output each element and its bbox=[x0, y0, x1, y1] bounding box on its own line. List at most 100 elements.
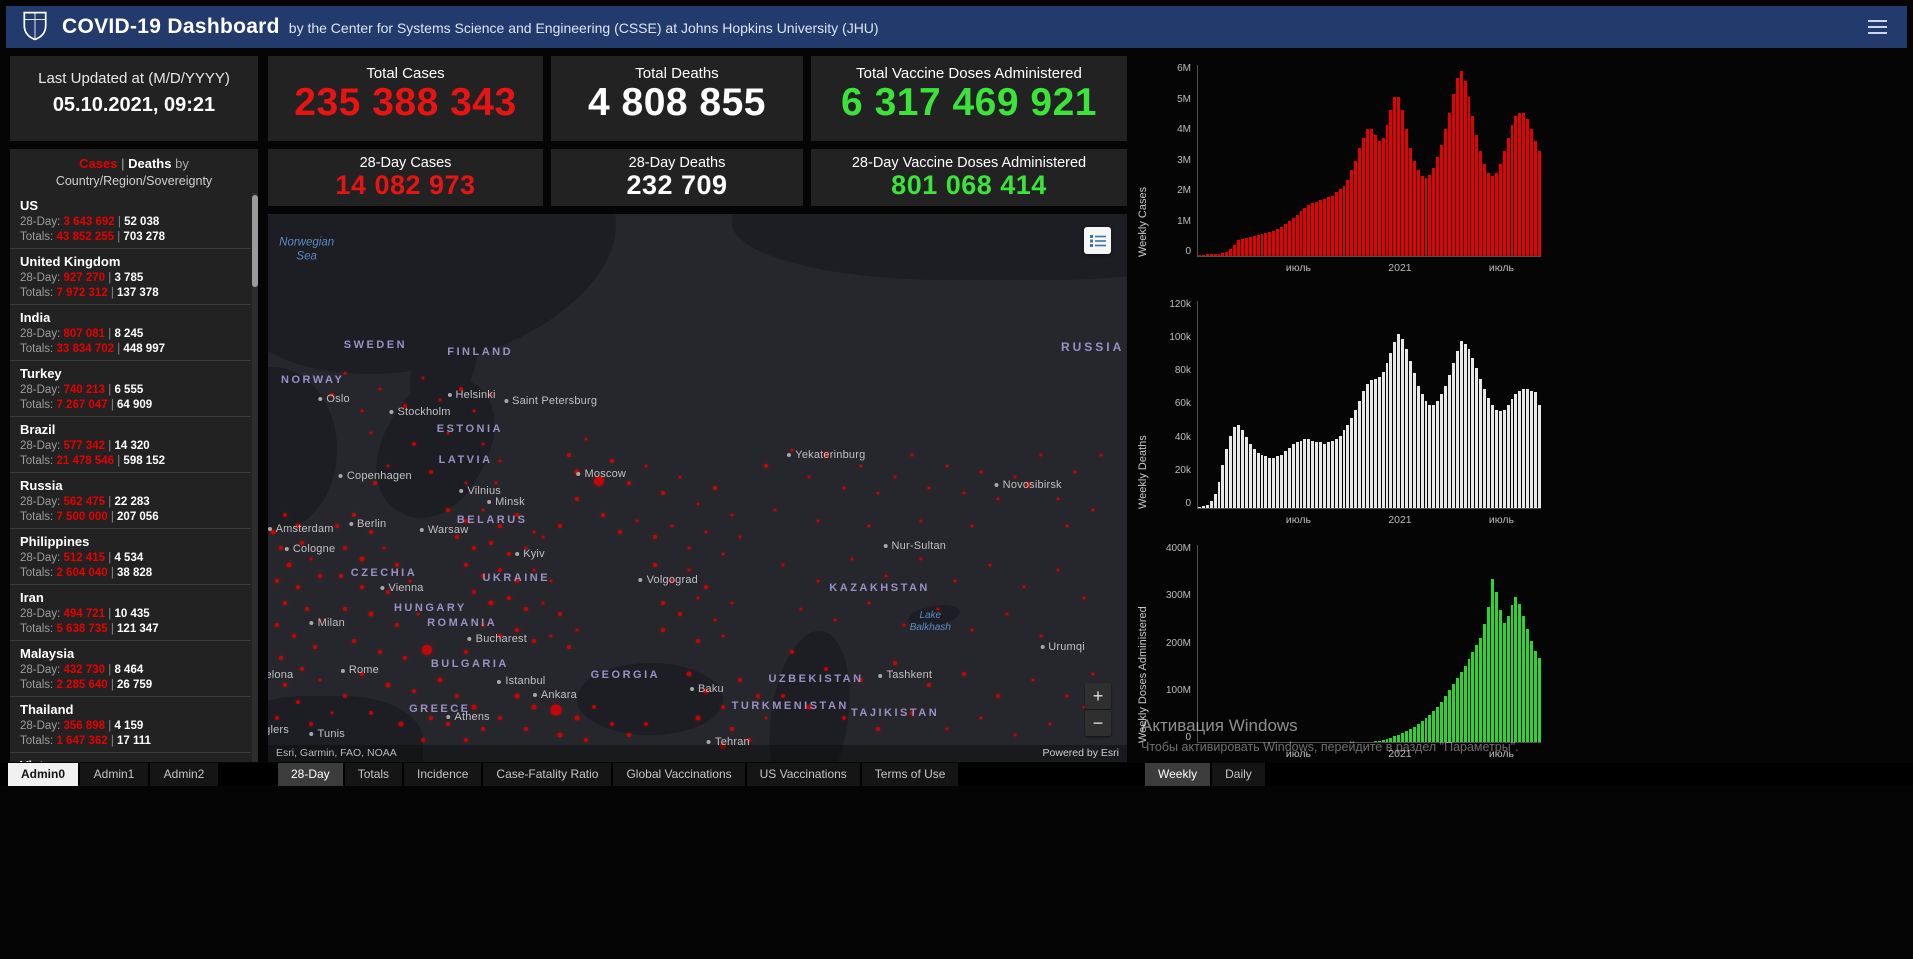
case-marker[interactable] bbox=[377, 650, 382, 655]
case-marker[interactable] bbox=[446, 431, 450, 435]
case-marker[interactable] bbox=[609, 458, 614, 463]
case-marker[interactable] bbox=[296, 584, 301, 589]
case-marker[interactable] bbox=[609, 721, 614, 726]
case-marker[interactable] bbox=[842, 486, 846, 490]
case-marker[interactable] bbox=[996, 497, 1000, 501]
case-marker[interactable] bbox=[970, 524, 974, 528]
case-marker[interactable] bbox=[481, 508, 485, 512]
powered-by-esri[interactable]: Powered by Esri bbox=[1042, 747, 1119, 759]
case-marker[interactable] bbox=[385, 682, 391, 688]
case-marker[interactable] bbox=[910, 453, 914, 457]
case-marker[interactable] bbox=[274, 579, 279, 584]
case-marker[interactable] bbox=[403, 655, 408, 660]
case-marker[interactable] bbox=[330, 392, 335, 397]
case-marker[interactable] bbox=[454, 535, 459, 540]
case-marker[interactable] bbox=[464, 481, 468, 485]
case-marker[interactable] bbox=[979, 716, 983, 720]
case-marker[interactable] bbox=[463, 738, 468, 743]
case-marker[interactable] bbox=[514, 693, 520, 699]
case-marker[interactable] bbox=[274, 716, 279, 721]
case-marker[interactable] bbox=[304, 606, 309, 611]
case-marker[interactable] bbox=[1056, 497, 1060, 501]
case-marker[interactable] bbox=[343, 606, 348, 611]
case-marker[interactable] bbox=[291, 633, 296, 638]
case-marker[interactable] bbox=[1039, 634, 1043, 638]
tab-totals[interactable]: Totals bbox=[344, 763, 403, 786]
case-marker[interactable] bbox=[1091, 508, 1095, 512]
case-marker[interactable] bbox=[480, 573, 485, 578]
case-marker[interactable] bbox=[902, 623, 906, 627]
case-marker[interactable] bbox=[755, 694, 760, 699]
case-marker[interactable] bbox=[523, 727, 528, 732]
case-marker[interactable] bbox=[488, 600, 494, 606]
case-marker[interactable] bbox=[721, 705, 726, 710]
menu-icon[interactable] bbox=[1864, 16, 1891, 38]
case-marker[interactable] bbox=[979, 470, 983, 474]
case-marker[interactable] bbox=[867, 524, 871, 528]
case-marker[interactable] bbox=[549, 579, 553, 583]
case-marker[interactable] bbox=[497, 633, 502, 638]
tab-weekly[interactable]: Weekly bbox=[1145, 763, 1211, 786]
case-marker[interactable] bbox=[747, 738, 752, 743]
case-marker[interactable] bbox=[382, 546, 386, 550]
case-marker[interactable] bbox=[729, 727, 734, 732]
case-marker[interactable] bbox=[550, 704, 562, 716]
case-marker[interactable] bbox=[408, 579, 412, 583]
case-marker[interactable] bbox=[884, 574, 888, 578]
case-marker[interactable] bbox=[575, 628, 579, 632]
case-marker[interactable] bbox=[936, 607, 940, 611]
case-marker[interactable] bbox=[574, 469, 580, 475]
case-marker[interactable] bbox=[790, 448, 794, 452]
case-marker[interactable] bbox=[696, 502, 699, 506]
chart-plot[interactable] bbox=[1197, 301, 1541, 509]
case-marker[interactable] bbox=[712, 486, 717, 490]
case-marker[interactable] bbox=[360, 584, 365, 589]
case-marker[interactable] bbox=[566, 644, 571, 649]
case-marker[interactable] bbox=[858, 677, 863, 682]
case-marker[interactable] bbox=[386, 590, 391, 595]
case-marker[interactable] bbox=[360, 672, 365, 677]
case-marker[interactable] bbox=[472, 409, 476, 413]
case-marker[interactable] bbox=[339, 573, 343, 578]
case-marker[interactable] bbox=[720, 742, 727, 749]
case-marker[interactable] bbox=[558, 524, 563, 529]
case-marker[interactable] bbox=[515, 628, 520, 633]
tab-us-vaccinations[interactable]: US Vaccinations bbox=[746, 763, 860, 786]
case-marker[interactable] bbox=[661, 491, 666, 496]
scrollbar-thumb[interactable] bbox=[252, 195, 258, 287]
case-marker[interactable] bbox=[412, 688, 417, 693]
case-marker[interactable] bbox=[274, 623, 279, 627]
case-marker[interactable] bbox=[498, 459, 502, 463]
case-marker[interactable] bbox=[927, 486, 931, 490]
case-marker[interactable] bbox=[412, 442, 417, 447]
case-marker[interactable] bbox=[373, 480, 378, 485]
case-marker[interactable] bbox=[773, 508, 777, 512]
case-marker[interactable] bbox=[360, 409, 364, 413]
case-marker[interactable] bbox=[429, 469, 434, 474]
tab-28-day[interactable]: 28-Day bbox=[278, 763, 343, 786]
case-marker[interactable] bbox=[893, 475, 897, 479]
case-marker[interactable] bbox=[283, 601, 288, 606]
tab-case-fatality-ratio[interactable]: Case-Fatality Ratio bbox=[483, 763, 612, 786]
case-marker[interactable] bbox=[799, 607, 803, 611]
case-marker[interactable] bbox=[318, 678, 322, 682]
case-marker[interactable] bbox=[398, 721, 404, 727]
tab-incidence[interactable]: Incidence bbox=[404, 763, 482, 786]
case-marker[interactable] bbox=[472, 590, 477, 595]
case-marker[interactable] bbox=[1039, 453, 1043, 457]
case-marker[interactable] bbox=[369, 710, 374, 715]
case-marker[interactable] bbox=[394, 623, 399, 627]
country-list-item[interactable]: Vietnam28-Day: 284 271 | 6 641Totals: | bbox=[10, 753, 251, 762]
case-marker[interactable] bbox=[541, 601, 545, 605]
case-marker[interactable] bbox=[618, 529, 623, 534]
case-marker[interactable] bbox=[278, 655, 283, 660]
case-marker[interactable] bbox=[841, 716, 846, 721]
case-marker[interactable] bbox=[687, 568, 691, 572]
case-marker[interactable] bbox=[816, 579, 820, 583]
case-marker[interactable] bbox=[494, 481, 498, 485]
case-marker[interactable] bbox=[506, 551, 511, 556]
case-marker[interactable] bbox=[1065, 694, 1069, 698]
case-marker[interactable] bbox=[678, 612, 683, 617]
case-marker[interactable] bbox=[429, 716, 434, 721]
case-marker[interactable] bbox=[721, 552, 725, 556]
